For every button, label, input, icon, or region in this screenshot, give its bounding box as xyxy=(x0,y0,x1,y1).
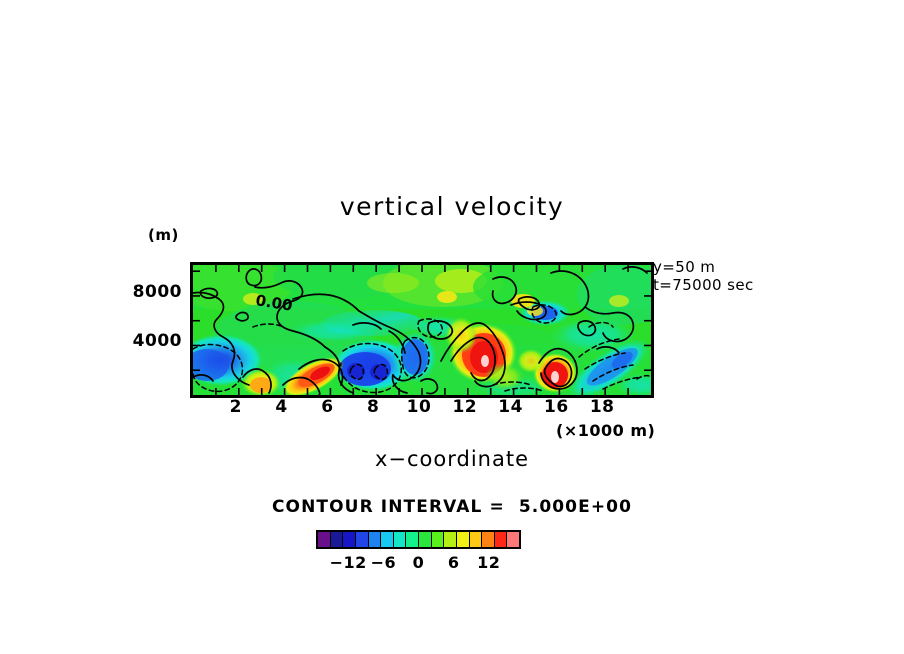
colorbar-cell xyxy=(355,532,369,547)
colorbar-cell xyxy=(406,532,419,547)
contour-field: 0.00 xyxy=(193,265,651,395)
page-title: vertical velocity xyxy=(339,192,565,221)
colorbar-cell xyxy=(343,532,356,547)
contour-interval-caption: CONTOUR INTERVAL = 5.000E+00 xyxy=(271,497,633,517)
y-tick-label: 8000 xyxy=(132,281,182,302)
colorbar-cell xyxy=(507,532,519,547)
colorbar-cell xyxy=(368,532,382,547)
x-tick-label: 6 xyxy=(321,397,334,417)
x-axis-unit-label: (×1000 m) xyxy=(556,421,656,440)
colorbar-cell xyxy=(318,532,331,547)
y-axis-tick-labels: 8000 4000 xyxy=(122,262,182,392)
colorbar-cell xyxy=(381,532,394,547)
colorbar-tick-label: −12 xyxy=(329,553,367,572)
colorbar-cell xyxy=(494,532,508,547)
x-axis-label: x−coordinate xyxy=(374,447,530,471)
colorbar-cell xyxy=(469,532,483,547)
colorbar-cell xyxy=(482,532,495,547)
annotation-slice: y=50 m xyxy=(653,258,716,276)
colorbar-swatches xyxy=(316,530,521,549)
colorbar-tick-label: 12 xyxy=(477,553,501,572)
x-tick-label: 8 xyxy=(367,397,380,417)
x-axis-tick-labels: 2 4 6 8 10 12 14 16 18 xyxy=(190,397,648,419)
colorbar-cell xyxy=(444,532,457,547)
x-tick-label: 14 xyxy=(498,397,523,417)
x-tick-label: 16 xyxy=(544,397,569,417)
x-tick-label: 12 xyxy=(452,397,478,417)
y-tick-label: 4000 xyxy=(132,331,182,352)
annotation-time: t=75000 sec xyxy=(653,276,754,294)
colorbar-cell xyxy=(456,532,470,547)
x-tick-label: 4 xyxy=(275,397,288,417)
colorbar-cell xyxy=(419,532,432,547)
plot-annotations: y=50 m t=75000 sec xyxy=(653,258,754,294)
colorbar-tick-label: 0 xyxy=(412,553,425,572)
colorbar-tick-label: −6 xyxy=(370,553,397,572)
y-axis-unit-label: (m) xyxy=(148,226,179,244)
x-tick-label: 18 xyxy=(589,397,615,417)
zero-contour-label: 0.00 xyxy=(254,291,293,315)
colorbar-tick-labels: −12 −6 0 6 12 xyxy=(316,553,521,575)
axis-ticks xyxy=(193,265,651,395)
colorbar-tick-label: 6 xyxy=(447,553,460,572)
colorbar-cell xyxy=(330,532,344,547)
x-tick-label: 2 xyxy=(229,397,242,417)
colorbar-cell xyxy=(393,532,407,547)
x-tick-label: 10 xyxy=(406,397,432,417)
colorbar xyxy=(316,530,521,549)
colorbar-cell xyxy=(431,532,445,547)
contour-plot-area: 0.00 xyxy=(190,262,654,398)
